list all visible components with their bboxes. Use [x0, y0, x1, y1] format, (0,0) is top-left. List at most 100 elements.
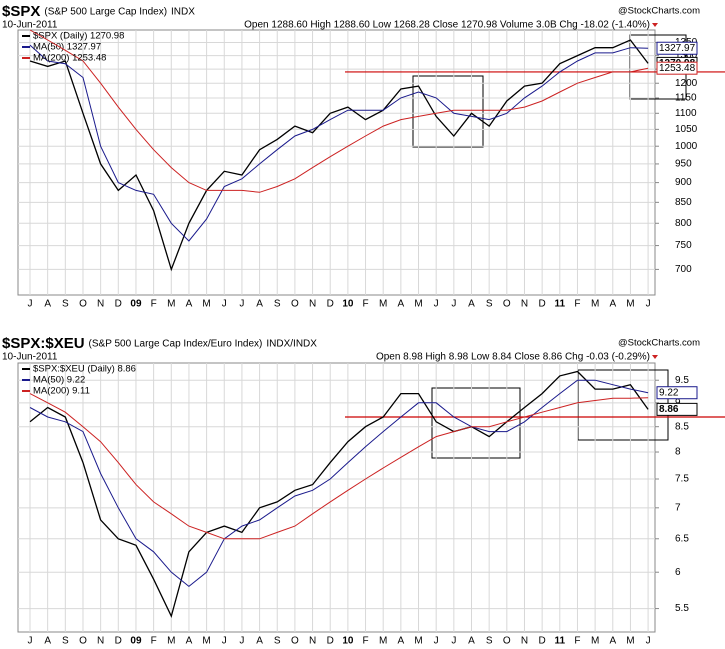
x-tick-label: J	[28, 299, 33, 310]
x-tick-label: D	[115, 636, 122, 647]
x-tick-label: J	[451, 636, 456, 647]
x-tick-label: 11	[555, 636, 566, 647]
x-tick-label: O	[503, 636, 511, 647]
y-tick-label: 800	[675, 218, 692, 229]
x-tick-label: M	[414, 636, 422, 647]
value-tag-box	[656, 41, 698, 55]
chart-subtitle: (S&P 500 Large Cap Index)	[44, 7, 167, 18]
x-tick-label: M	[167, 636, 175, 647]
x-tick-label: S	[62, 299, 69, 310]
y-tick-label: 8.5	[675, 421, 689, 432]
y-tick-label: 950	[675, 159, 692, 170]
series-line	[29, 370, 649, 619]
y-tick-label: 850	[675, 197, 692, 208]
chart-title: $SPX:$XEU	[2, 335, 85, 352]
series-line	[29, 44, 649, 242]
chart-title: $SPX	[2, 3, 40, 20]
y-tick-label: 1000	[675, 141, 698, 152]
legend-label: MA(50) 1327.97	[33, 42, 101, 53]
x-tick-label: A	[609, 299, 616, 310]
legend-label: $SPX:$XEU (Daily) 8.86	[33, 364, 136, 375]
x-tick-label: A	[44, 299, 51, 310]
chart-date: 10-Jun-2011	[2, 352, 58, 363]
credit: @StockCharts.com	[618, 338, 700, 349]
exchange: INDX/INDX	[266, 339, 317, 350]
x-tick-label: A	[468, 299, 475, 310]
x-tick-label: M	[626, 636, 634, 647]
x-tick-label: A	[44, 636, 51, 647]
y-tick-label: 1050	[675, 124, 698, 135]
y-tick-label: 6.5	[675, 533, 689, 544]
x-tick-label: D	[327, 299, 334, 310]
x-tick-label: A	[256, 636, 263, 647]
x-tick-label: F	[151, 636, 157, 647]
x-tick-label: J	[434, 636, 439, 647]
y-tick-label: 7.5	[675, 474, 689, 485]
x-tick-label: A	[398, 299, 405, 310]
x-tick-label: N	[521, 636, 528, 647]
highlight-box	[412, 75, 484, 148]
down-arrow	[652, 355, 658, 359]
x-tick-label: M	[414, 299, 422, 310]
x-tick-label: 09	[130, 299, 142, 310]
x-tick-label: J	[28, 636, 33, 647]
x-tick-label: S	[274, 299, 281, 310]
x-tick-label: M	[626, 299, 634, 310]
x-tick-label: S	[486, 299, 493, 310]
x-tick-label: A	[256, 299, 263, 310]
value-tag-box	[656, 386, 698, 400]
x-tick-label: 11	[555, 299, 566, 310]
x-tick-label: N	[97, 636, 104, 647]
series-line	[29, 393, 649, 540]
series-line	[29, 29, 649, 193]
x-tick-label: A	[186, 636, 193, 647]
x-tick-label: N	[97, 299, 104, 310]
x-tick-label: S	[274, 636, 281, 647]
x-tick-label: M	[167, 299, 175, 310]
y-tick-label: 5.5	[675, 603, 689, 614]
x-tick-label: N	[309, 636, 316, 647]
x-tick-label: 09	[130, 636, 142, 647]
value-tag-box	[656, 402, 698, 416]
exchange: INDX	[171, 7, 195, 18]
x-tick-label: O	[79, 299, 87, 310]
y-tick-label: 1200	[675, 78, 698, 89]
x-tick-label: 10	[342, 299, 354, 310]
x-tick-label: O	[79, 636, 87, 647]
x-tick-label: A	[609, 636, 616, 647]
x-tick-label: J	[451, 299, 456, 310]
quote: Open 1288.60 High 1288.60 Low 1268.28 Cl…	[244, 20, 650, 31]
y-tick-label: 1100	[675, 108, 697, 119]
series-line	[29, 379, 649, 588]
x-tick-label: J	[239, 299, 244, 310]
x-tick-label: J	[646, 636, 651, 647]
x-tick-label: O	[503, 299, 511, 310]
y-tick-label: 7	[675, 502, 681, 513]
x-tick-label: J	[239, 636, 244, 647]
x-tick-label: A	[186, 299, 193, 310]
x-tick-label: O	[291, 636, 299, 647]
series-line	[29, 39, 649, 272]
x-tick-label: D	[539, 636, 546, 647]
y-tick-label: 750	[675, 240, 692, 251]
legend-label: MA(200) 9.11	[33, 386, 90, 397]
x-tick-label: S	[486, 636, 493, 647]
x-tick-label: F	[574, 636, 580, 647]
chart-subtitle: (S&P 500 Large Cap Index/Euro Index)	[89, 339, 263, 350]
value-tag: 1253.48	[659, 63, 696, 74]
chart-date: 10-Jun-2011	[2, 20, 58, 31]
x-tick-label: F	[151, 299, 157, 310]
value-tag: 9.22	[659, 387, 679, 398]
x-tick-label: D	[327, 636, 334, 647]
y-tick-label: 6	[675, 567, 681, 578]
value-tag: 8.86	[659, 404, 679, 415]
x-tick-label: M	[591, 299, 599, 310]
plot-frame	[17, 29, 656, 296]
x-tick-label: N	[309, 299, 316, 310]
quote: Open 8.98 High 8.98 Low 8.84 Close 8.86 …	[376, 352, 650, 363]
x-tick-label: F	[362, 636, 368, 647]
x-tick-label: J	[434, 299, 439, 310]
x-tick-label: A	[468, 636, 475, 647]
x-tick-label: J	[222, 299, 227, 310]
highlight-box	[431, 387, 521, 459]
